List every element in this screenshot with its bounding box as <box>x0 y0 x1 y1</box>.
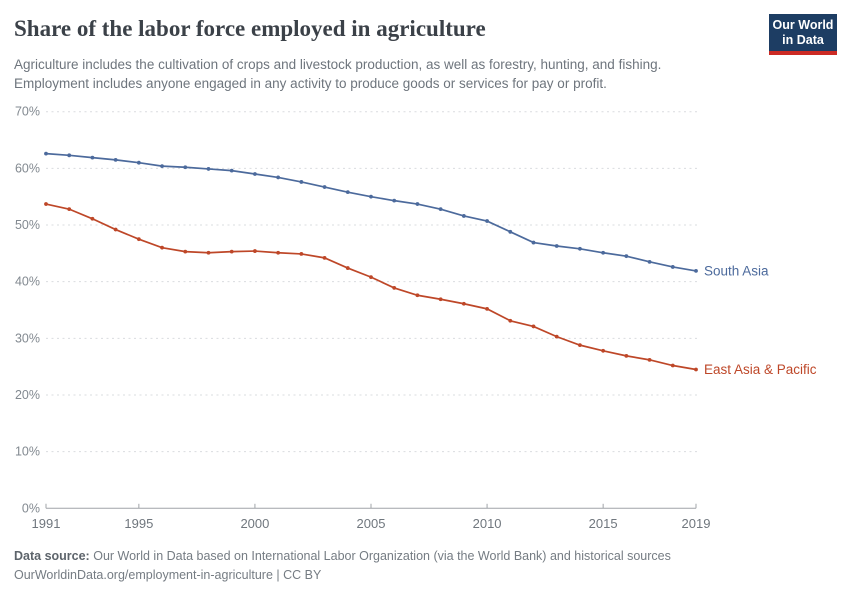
data-point <box>113 157 118 162</box>
data-point <box>508 229 513 234</box>
data-point <box>647 259 652 264</box>
y-axis-tick-label: 0% <box>22 501 40 515</box>
data-point <box>229 249 234 254</box>
data-point <box>206 167 211 171</box>
data-point <box>438 297 443 302</box>
series-east-asia-pacific[interactable]: East Asia & Pacific <box>44 202 817 377</box>
data-point <box>229 168 234 173</box>
data-source-line: Data source: Our World in Data based on … <box>14 547 671 566</box>
chart-title: Share of the labor force employed in agr… <box>14 16 486 41</box>
data-point <box>113 227 118 232</box>
data-point <box>578 246 582 251</box>
citation-line[interactable]: OurWorldinData.org/employment-in-agricul… <box>14 568 322 582</box>
series-label-south-asia[interactable]: South Asia <box>704 263 769 278</box>
data-point <box>90 155 95 160</box>
owid-logo-line2: in Data <box>782 33 824 47</box>
data-point <box>601 348 606 353</box>
x-axis-tick-label: 1995 <box>124 516 153 531</box>
chart-subtitle-line2: Employment includes anyone engaged in an… <box>14 75 607 91</box>
data-point <box>415 293 420 298</box>
data-point <box>276 175 281 180</box>
data-point <box>392 198 397 203</box>
data-point <box>531 324 536 329</box>
y-axis-tick-label: 40% <box>15 275 40 289</box>
data-point <box>578 343 582 348</box>
y-axis-tick-label: 10% <box>15 445 40 459</box>
y-axis-tick-label: 20% <box>15 388 40 402</box>
data-point <box>67 153 72 158</box>
data-point <box>67 207 72 212</box>
data-point <box>183 165 188 170</box>
data-point <box>415 202 420 206</box>
data-point <box>670 265 675 269</box>
data-point <box>369 194 373 199</box>
y-axis-tick-label: 50% <box>15 218 40 232</box>
series-line-south-asia <box>45 152 697 272</box>
chart-subtitle: Agriculture includes the cultivation of … <box>14 56 661 93</box>
data-point <box>485 306 489 311</box>
data-point <box>670 363 675 368</box>
data-point <box>531 240 536 245</box>
data-point <box>369 275 373 280</box>
data-point <box>299 180 304 184</box>
data-point <box>554 244 559 248</box>
data-point <box>485 219 489 223</box>
x-axis-tick-label: 2019 <box>682 516 711 531</box>
data-point <box>392 286 397 290</box>
x-axis-tick-label: 1991 <box>32 516 61 531</box>
x-axis-tick-label: 2005 <box>357 516 386 531</box>
chart-footer: Data source: Our World in Data based on … <box>14 547 671 585</box>
data-point <box>508 318 513 323</box>
series-label-east-asia-pacific[interactable]: East Asia & Pacific <box>704 362 817 377</box>
data-point <box>624 254 629 259</box>
owid-logo-red-bar <box>769 51 837 55</box>
y-axis-tick-label: 70% <box>15 105 40 119</box>
data-point <box>206 250 211 255</box>
data-point <box>299 252 304 256</box>
data-point <box>183 249 188 254</box>
data-point <box>322 255 327 260</box>
data-point <box>322 185 327 189</box>
series-south-asia[interactable]: South Asia <box>44 151 769 279</box>
x-axis-tick-label: 2015 <box>589 516 618 531</box>
y-axis-tick-label: 60% <box>15 161 40 175</box>
x-axis-tick-label: 2010 <box>473 516 502 531</box>
data-point <box>601 250 606 255</box>
data-point <box>554 334 559 339</box>
owid-logo[interactable]: Our World in Data <box>769 14 837 55</box>
data-point <box>90 216 95 221</box>
data-point <box>461 301 466 306</box>
y-axis-tick-label: 30% <box>15 331 40 345</box>
data-point <box>253 172 257 176</box>
data-point <box>438 207 443 212</box>
data-point <box>694 269 698 273</box>
data-point <box>647 357 652 362</box>
data-source-text: Our World in Data based on International… <box>93 549 671 563</box>
series-line-east-asia-pacific <box>45 203 697 371</box>
data-point <box>276 250 281 255</box>
data-point <box>136 237 141 242</box>
data-point <box>253 249 257 253</box>
data-point <box>136 160 141 165</box>
x-axis-tick-label: 2000 <box>240 516 269 531</box>
data-point <box>345 190 350 195</box>
data-point <box>345 266 350 270</box>
data-point <box>694 367 698 372</box>
data-point <box>44 202 48 206</box>
data-point <box>160 245 164 250</box>
chart-subtitle-line1: Agriculture includes the cultivation of … <box>14 57 662 72</box>
data-point <box>461 214 466 218</box>
owid-logo-line1: Our World <box>772 18 834 32</box>
data-point <box>44 151 48 156</box>
data-source-label: Data source: <box>14 549 90 563</box>
data-point <box>160 164 164 168</box>
data-point <box>624 353 629 358</box>
